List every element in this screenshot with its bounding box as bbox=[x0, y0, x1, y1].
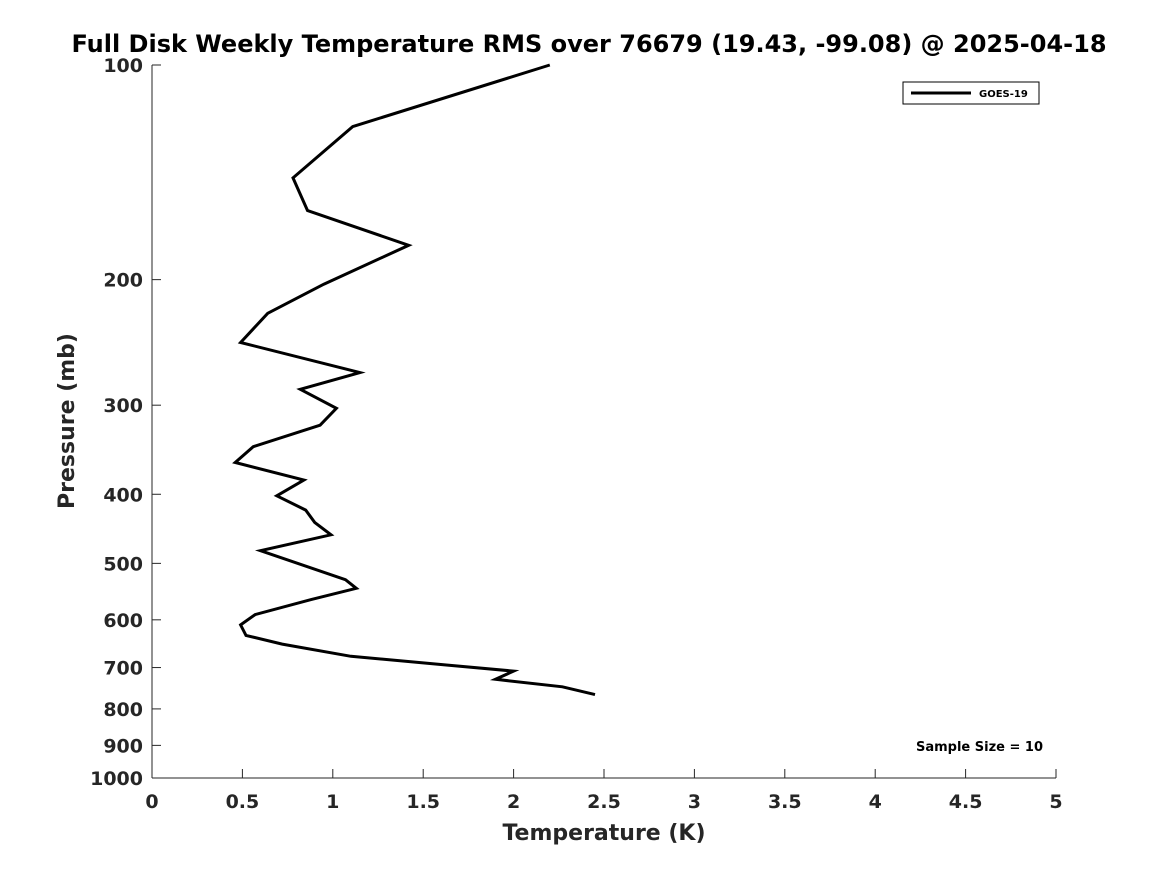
x-axis-label: Temperature (K) bbox=[502, 821, 705, 846]
series-line-goes-19 bbox=[232, 63, 596, 697]
axes bbox=[151, 64, 1057, 779]
x-tick-label: 2.5 bbox=[587, 791, 621, 813]
x-tick-label: 4 bbox=[869, 791, 882, 813]
plot-area bbox=[232, 63, 596, 697]
legend-label-goes-19: GOES-19 bbox=[979, 89, 1028, 100]
x-tick-label: 3.5 bbox=[768, 791, 802, 813]
x-tick-label: 0.5 bbox=[226, 791, 260, 813]
x-tick-label: 2 bbox=[507, 791, 520, 813]
x-tick-label: 5 bbox=[1049, 791, 1062, 813]
sample-size-annotation: Sample Size = 10 bbox=[916, 740, 1043, 755]
y-axis-label: Pressure (mb) bbox=[55, 333, 80, 509]
y-tick-label: 400 bbox=[103, 484, 143, 506]
x-tick-label: 3 bbox=[688, 791, 701, 813]
y-tick-label: 100 bbox=[103, 55, 143, 77]
y-tick-label: 800 bbox=[103, 699, 143, 721]
x-tick-label: 1.5 bbox=[406, 791, 440, 813]
y-tick-label: 200 bbox=[103, 270, 143, 292]
tick-labels: 0 0.5 1 1.5 2 2.5 3 3.5 4 4.5 5 100 200 300 400 500 600 7… bbox=[90, 55, 1063, 813]
y-tick-label: 600 bbox=[103, 610, 143, 632]
legend: GOES-19 bbox=[902, 81, 1040, 105]
y-tick-label: 1000 bbox=[90, 768, 143, 790]
y-tick-label: 700 bbox=[103, 658, 143, 680]
x-tick-label: 4.5 bbox=[949, 791, 983, 813]
chart-title: Full Disk Weekly Temperature RMS over 76… bbox=[71, 30, 1106, 58]
y-tick-label: 500 bbox=[103, 553, 143, 575]
y-tick-label: 300 bbox=[103, 395, 143, 417]
x-tick-label: 1 bbox=[326, 791, 339, 813]
y-tick-label: 900 bbox=[103, 735, 143, 757]
x-tick-label: 0 bbox=[145, 791, 158, 813]
